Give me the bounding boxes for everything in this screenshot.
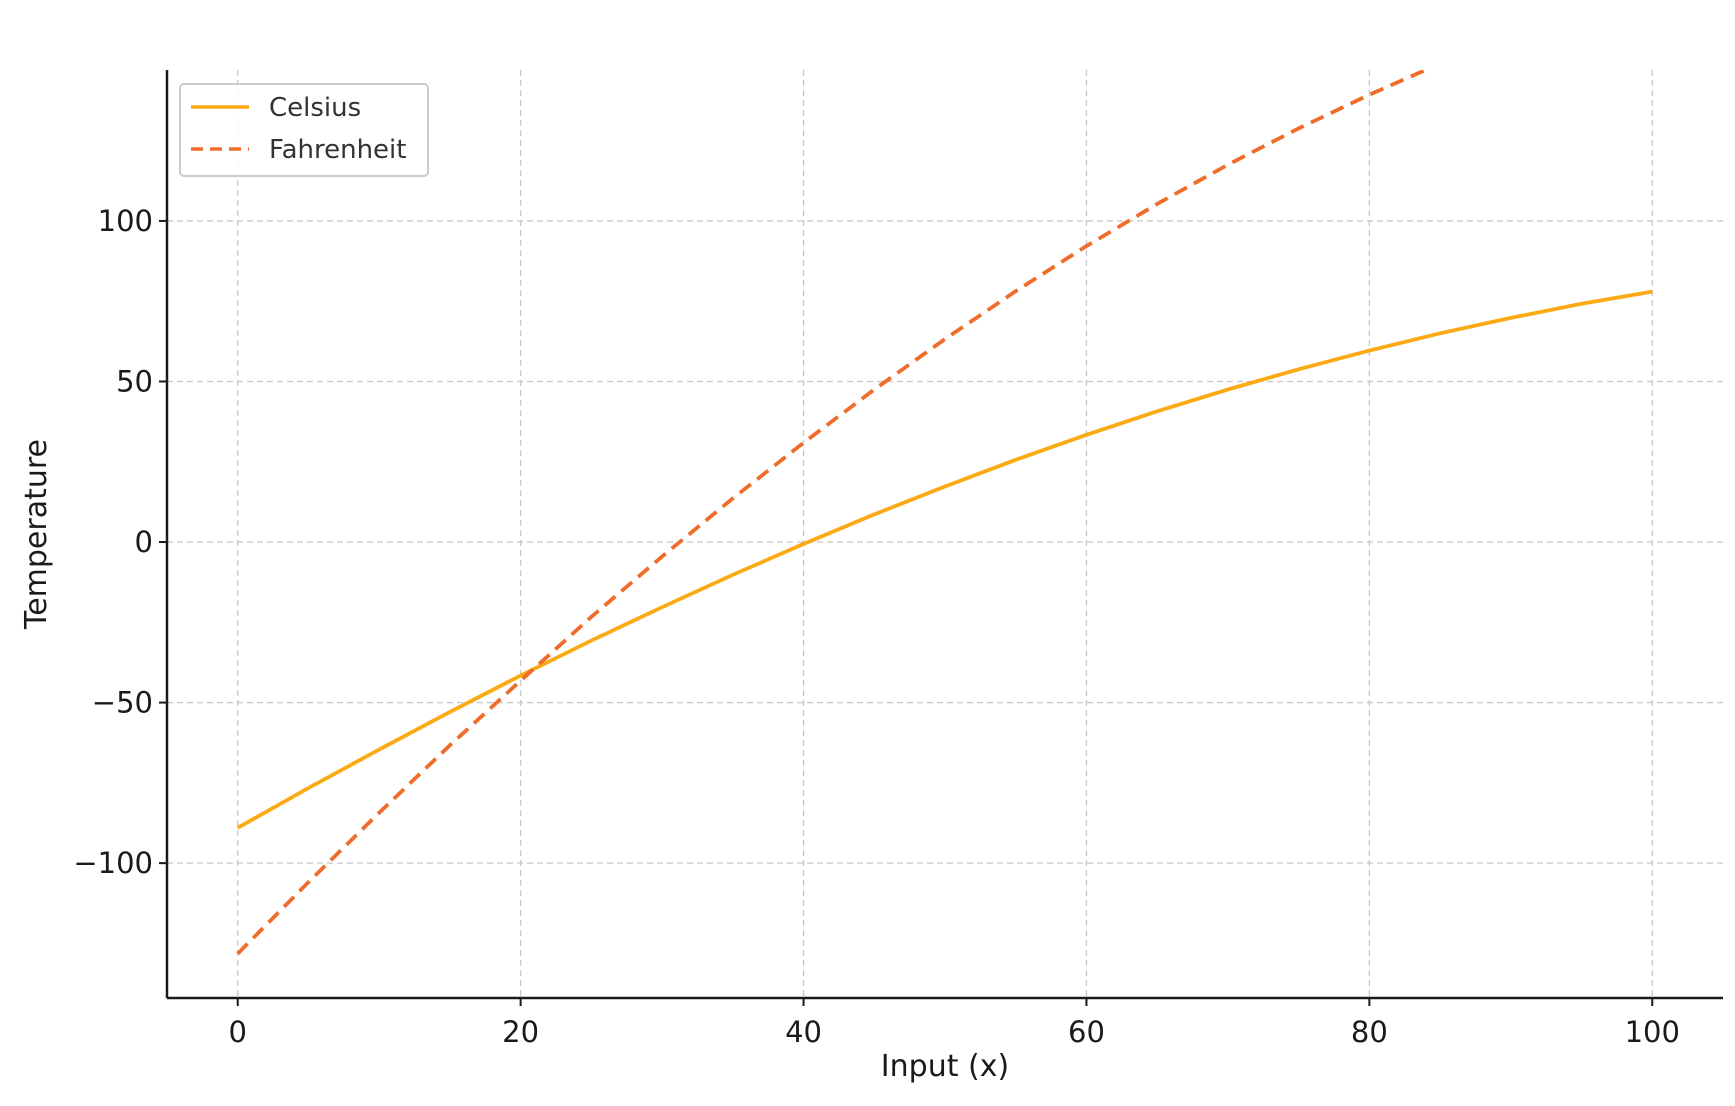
grid bbox=[167, 70, 1723, 998]
y-ticks: −100 −50 0 50 100 bbox=[73, 204, 167, 880]
series-line-fahrenheit bbox=[236, 70, 1431, 956]
series-lines bbox=[236, 70, 1653, 956]
x-tick-label: 0 bbox=[229, 1015, 247, 1049]
y-tick-label: 50 bbox=[116, 364, 153, 398]
y-tick-label: 100 bbox=[98, 204, 153, 238]
x-axis-label: Input (x) bbox=[881, 1049, 1009, 1084]
x-ticks: 0 20 40 60 80 100 bbox=[229, 998, 1680, 1049]
y-tick-label: −50 bbox=[92, 686, 153, 720]
y-tick-label: 0 bbox=[135, 525, 153, 559]
x-tick-label: 20 bbox=[502, 1015, 539, 1049]
y-axis-label: Temperature bbox=[19, 439, 54, 630]
x-tick-label: 60 bbox=[1068, 1015, 1105, 1049]
series-line-celsius bbox=[236, 289, 1653, 830]
legend-label-fahrenheit: Fahrenheit bbox=[269, 135, 406, 165]
x-tick-label: 100 bbox=[1625, 1015, 1680, 1049]
y-tick-label: −100 bbox=[73, 846, 153, 880]
axes bbox=[165, 70, 1723, 1000]
legend-label-celsius: Celsius bbox=[269, 93, 361, 123]
x-tick-label: 40 bbox=[785, 1015, 822, 1049]
x-tick-label: 80 bbox=[1351, 1015, 1388, 1049]
legend: Celsius Fahrenheit bbox=[179, 83, 429, 177]
